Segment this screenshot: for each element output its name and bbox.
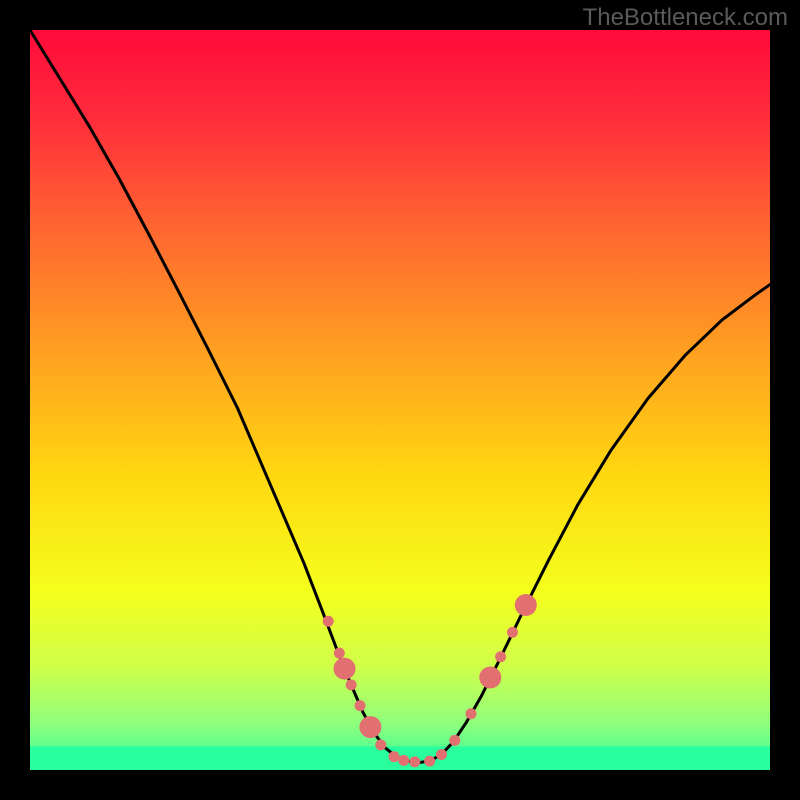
curve-marker [409, 756, 420, 767]
curve-marker [515, 594, 537, 616]
gradient-background [30, 30, 770, 770]
curve-marker [334, 648, 345, 659]
curve-marker [424, 756, 435, 767]
chart-frame: TheBottleneck.com [0, 0, 800, 800]
curve-marker [479, 667, 501, 689]
curve-marker [507, 627, 518, 638]
plot-area [30, 30, 770, 770]
curve-marker [359, 716, 381, 738]
curve-marker [398, 755, 409, 766]
curve-marker [355, 700, 366, 711]
curve-marker [466, 708, 477, 719]
curve-marker [323, 616, 334, 627]
curve-marker [334, 658, 356, 680]
plot-svg [30, 30, 770, 770]
curve-marker [389, 751, 400, 762]
curve-marker [375, 739, 386, 750]
curve-marker [495, 651, 506, 662]
curve-marker [346, 679, 357, 690]
watermark-text: TheBottleneck.com [583, 4, 788, 32]
curve-marker [449, 735, 460, 746]
curve-marker [436, 749, 447, 760]
